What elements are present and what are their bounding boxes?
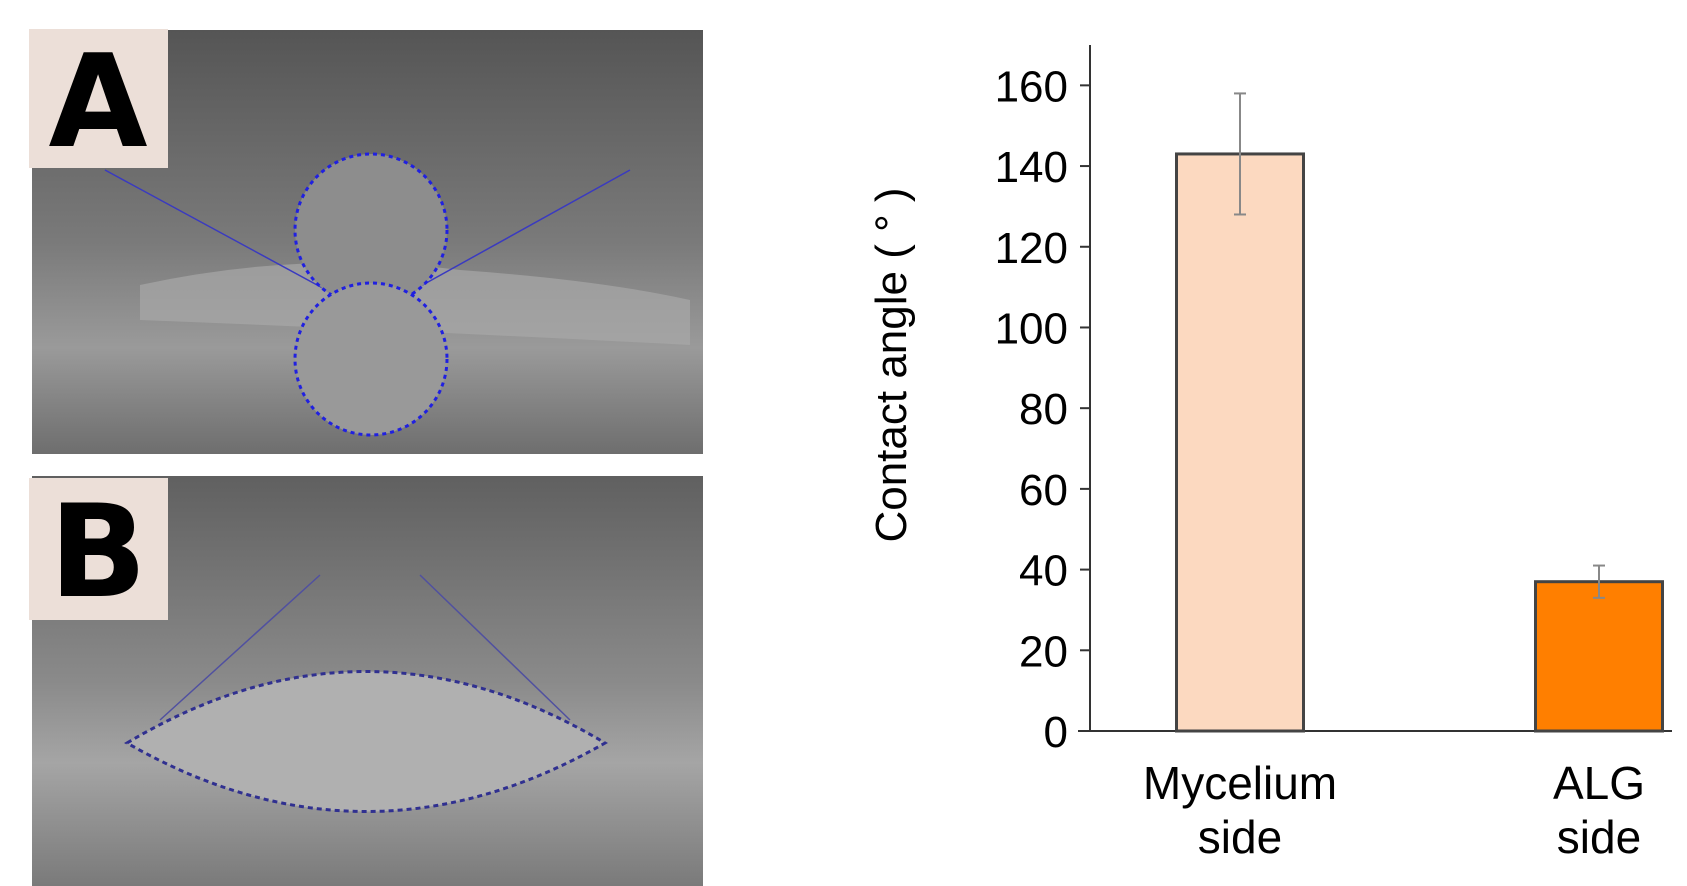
y-axis-label: Contact angle ( ° ) bbox=[867, 187, 916, 542]
y-tick-label: 40 bbox=[1019, 547, 1068, 596]
y-tick-label: 80 bbox=[1019, 385, 1068, 434]
bar bbox=[1536, 582, 1663, 731]
photo-b: B bbox=[29, 476, 703, 886]
y-tick-label: 100 bbox=[995, 304, 1068, 353]
bar bbox=[1177, 154, 1304, 731]
panel-label: B bbox=[49, 478, 147, 627]
photo-a: A bbox=[29, 28, 703, 454]
y-tick-label: 140 bbox=[995, 143, 1068, 192]
y-tick-label: 160 bbox=[995, 62, 1068, 111]
x-tick-label: ALG side bbox=[1539, 756, 1659, 864]
figure: A B Contact angle ( ° ) 0 20 40 60 80 100 120 1… bbox=[0, 0, 1687, 886]
y-tick-label: 20 bbox=[1019, 627, 1068, 676]
y-tick-label: 60 bbox=[1019, 466, 1068, 515]
y-tick-label: 120 bbox=[995, 224, 1068, 273]
figure-canvas: A B Contact angle ( ° ) 0 20 40 60 80 100 120 1… bbox=[0, 0, 1687, 886]
panel-label: A bbox=[48, 28, 147, 177]
y-tick-label: 0 bbox=[1044, 708, 1068, 757]
x-tick-label: Mycelium side bbox=[1120, 756, 1360, 864]
